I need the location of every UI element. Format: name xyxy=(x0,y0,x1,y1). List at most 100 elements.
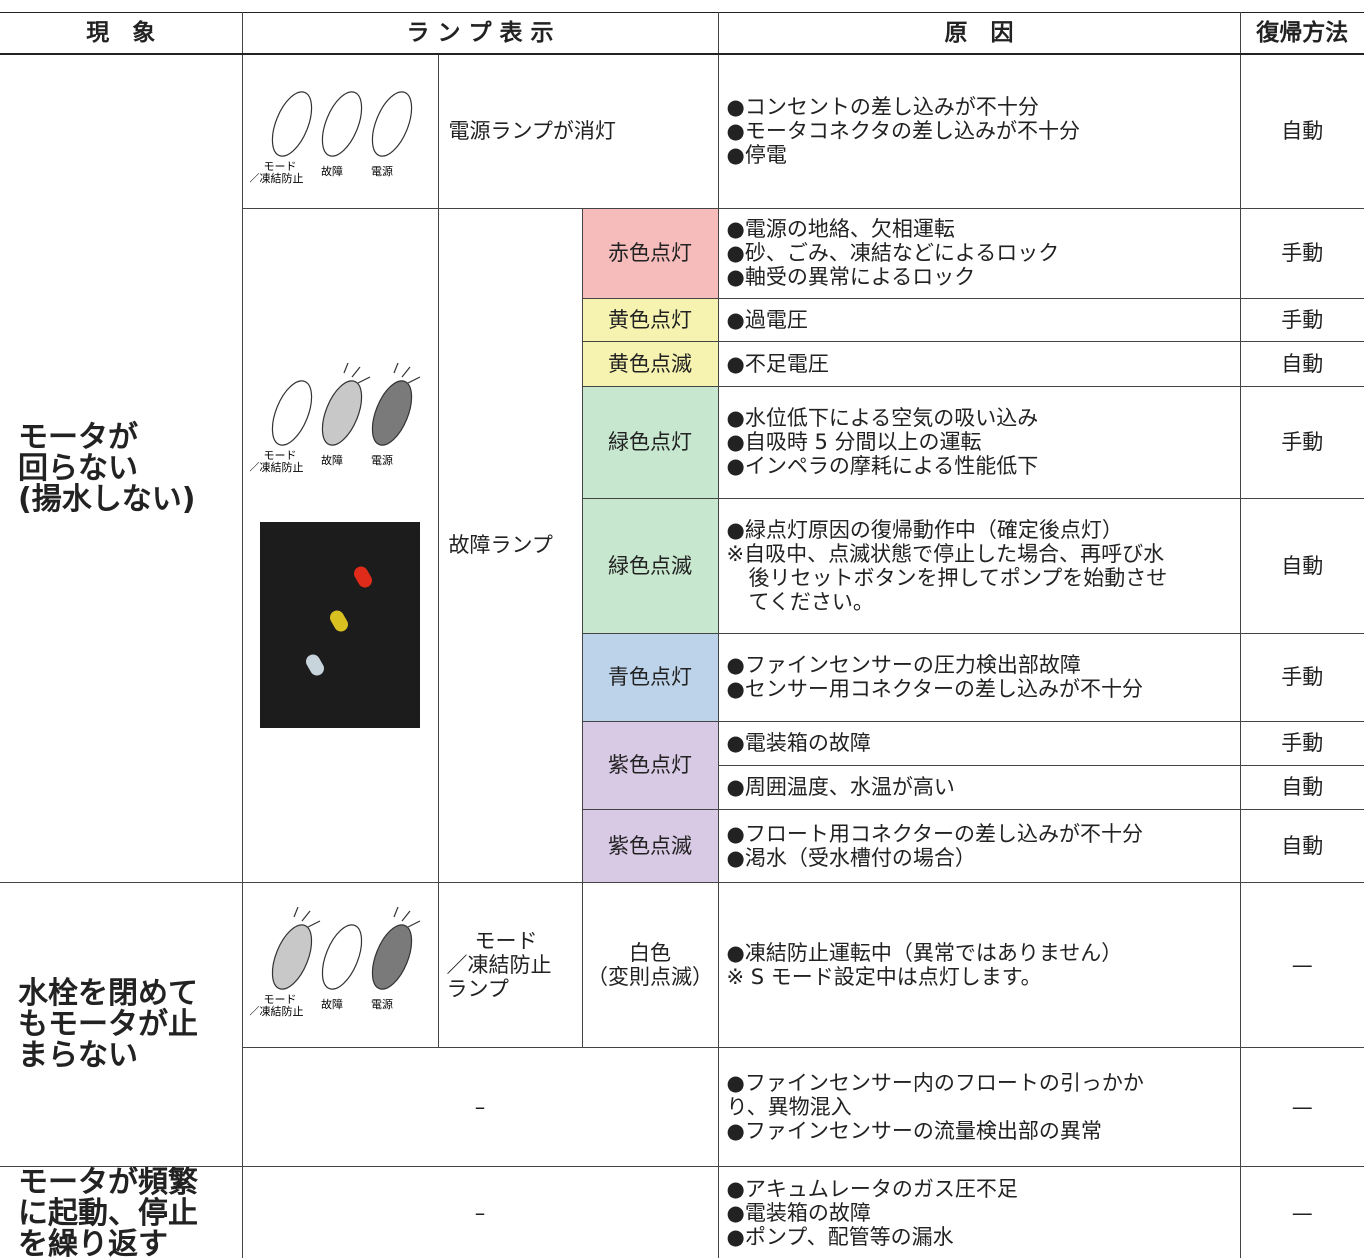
cell-part xyxy=(351,563,375,590)
line: まらない xyxy=(18,1037,138,1073)
lamp xyxy=(371,924,413,990)
symptom: モータが 回らない (揚水しない) xyxy=(0,53,243,883)
lamp-icon: モード ／凍結防止 故障 電源 xyxy=(243,362,438,478)
symptom: モータが頻繁 に起動、停止 を繰り返す xyxy=(0,1165,243,1258)
line: ／凍結防止 xyxy=(446,952,552,977)
line: もモータが止 xyxy=(18,1006,198,1042)
recovery: 手動 xyxy=(1239,297,1364,342)
table-row: – ●ファインセンサー内のフロートの引っかか り、異物混入 ●ファインセンサーの流量… xyxy=(0,1046,1364,1167)
cause: ●不足電圧 xyxy=(717,340,1241,387)
recovery: 自動 xyxy=(1239,497,1364,634)
cell-part xyxy=(327,607,351,634)
lamp xyxy=(321,924,363,990)
table-row: モータが頻繁 に起動、停止 を繰り返す – ●アキュムレータのガス圧不足 ●電装箱の故… xyxy=(0,1165,1364,1258)
table-row: ●周囲温度、水温が高い 自動 xyxy=(0,764,1364,810)
lamp-icon: モード ／凍結防止 故障 電源 xyxy=(243,74,437,189)
line: ●ファインセンサーの圧力検出部故障 xyxy=(726,653,1081,677)
line: に起動、停止 xyxy=(18,1195,198,1231)
lamp-label: 電源 xyxy=(371,164,393,178)
table-row: 紫色点灯 ●電装箱の故障 手動 xyxy=(0,720,1364,810)
table-row: モード ／凍結防止 故障 電源 故障ランプ 赤色点灯 ●電源の地絡、欠相運転 ●砂、ごみ… xyxy=(0,207,1364,883)
lamp xyxy=(371,91,413,157)
line: ●ファインセンサーの流量検出部の異常 xyxy=(726,1118,1102,1143)
cause: ●電源の地絡、欠相運転 ●砂、ごみ、凍結などによるロック ●軸受の異常によるロック xyxy=(717,207,1241,299)
line: ●凍結防止運転中（異常ではありません） xyxy=(726,940,1123,965)
recovery: 手動 xyxy=(1239,385,1364,499)
color: 紫色点滅 xyxy=(582,808,719,883)
cell-part xyxy=(303,651,327,678)
table-row: モータが 回らない (揚水しない) モード ／凍結防止 故障 電源 電源ランプが消灯 ●コ… xyxy=(0,53,1364,883)
lamp xyxy=(271,91,313,157)
ray xyxy=(293,906,299,918)
header: 現 象 xyxy=(0,12,243,55)
lamp-label: 故障 xyxy=(321,997,343,1011)
line: てください。 xyxy=(748,589,874,614)
line: (揚水しない) xyxy=(18,481,196,517)
line: モータが xyxy=(18,419,138,455)
recovery: 手動 xyxy=(1239,632,1364,722)
line: り、異物混入 xyxy=(726,1094,852,1119)
symptom: 水栓を閉めて もモータが止 まらない xyxy=(0,881,243,1167)
lamp-icon: モード ／凍結防止 故障 電源 xyxy=(243,906,437,1022)
color: 赤色点灯 xyxy=(581,207,719,299)
cause: ●過電圧 xyxy=(717,297,1241,342)
cause: ●アキュムレータのガス圧不足 ●電装箱の故障 ●ポンプ、配管等の漏水 xyxy=(717,1165,1241,1258)
lamp-label: ／凍結防止 xyxy=(250,171,304,184)
ray xyxy=(357,375,371,384)
lamp-label: 故障 xyxy=(321,164,343,178)
ray xyxy=(393,362,399,373)
icon-cell: モード ／凍結防止 故障 電源 xyxy=(241,881,439,1048)
line: ●過電圧 xyxy=(726,307,808,332)
header: ラ ン プ 表 示 xyxy=(241,12,719,55)
line: ●停電 xyxy=(726,143,787,168)
header: 復帰方法 xyxy=(1239,12,1364,55)
lamp-svg: モード／凍結防止 故障 電源 xyxy=(249,906,421,1018)
lamp-label: モード xyxy=(264,160,297,173)
line: ●砂、ごみ、凍結などによるロック xyxy=(726,241,1060,265)
color: 黄色点灯 xyxy=(582,297,719,342)
lamp-svg: モード／凍結防止 故障 電源 xyxy=(249,91,413,185)
lamp: モード ／凍結防止 ランプ xyxy=(437,881,583,1048)
lamp-svg: モード／凍結防止 故障 電源 xyxy=(249,362,421,474)
lamp xyxy=(321,379,363,446)
line: ●ポンプ、配管等の漏水 xyxy=(726,1225,954,1249)
lamp: 故障ランプ xyxy=(437,207,583,883)
cause: ●フロート用コネクターの差し込みが不十分 ●渇水（受水槽付の場合） xyxy=(717,808,1241,883)
cause: ●コンセントの差し込みが不十分 ●モータコネクタの差し込みが不十分 ●停電 xyxy=(717,53,1241,209)
line: 水栓を閉めて xyxy=(18,975,198,1011)
lamp xyxy=(321,91,363,157)
line: ●電装箱の故障 xyxy=(726,1201,871,1225)
ray xyxy=(407,920,421,928)
line: ●フロート用コネクターの差し込みが不十分 xyxy=(726,821,1143,846)
lamp xyxy=(371,379,413,446)
cause: ●ファインセンサーの圧力検出部故障 ●センサー用コネクターの差し込みが不十分 xyxy=(717,632,1241,722)
color: 緑色点滅 xyxy=(582,497,719,634)
recovery: 自動 xyxy=(1239,764,1364,810)
line: モータが頻繁 xyxy=(18,1166,198,1200)
lamp-label: ／凍結防止 xyxy=(250,460,304,473)
table-row: 黄色点灯 ●過電圧 手動 xyxy=(0,297,1364,342)
lamp-label: 電源 xyxy=(371,997,393,1011)
table-row: 水栓を閉めて もモータが止 まらない モード ／凍結防止 故障 電源 モード ／凍結防止 ラン… xyxy=(0,881,1364,1167)
recovery: 自動 xyxy=(1239,53,1364,209)
lamp-label: 電源 xyxy=(371,453,393,467)
cause: ●周囲温度、水温が高い xyxy=(718,764,1241,810)
line: ●電装箱の故障 xyxy=(726,731,871,755)
color: 黄色点滅 xyxy=(582,340,719,387)
color: 緑色点灯 xyxy=(582,385,719,499)
line: ●渇水（受水槽付の場合） xyxy=(726,845,976,870)
lamp-label: モード xyxy=(264,449,297,462)
line: を繰り返す xyxy=(18,1226,168,1258)
table-row: 現 象 ラ ン プ 表 示 原 因 復帰方法 xyxy=(0,12,1364,55)
line: 後リセットボタンを押してポンプを始動させ xyxy=(748,565,1168,590)
line: ●周囲温度、水温が高い xyxy=(726,775,955,799)
table-row: 紫色点滅 ●フロート用コネクターの差し込みが不十分 ●渇水（受水槽付の場合） 自動 xyxy=(0,808,1364,883)
ray xyxy=(401,366,411,377)
line: 回らない xyxy=(18,450,138,486)
line: ●電源の地絡、欠相運転 xyxy=(726,217,955,241)
line: （変則点滅） xyxy=(587,964,713,989)
cause: ●水位低下による空気の吸い込み ●自吸時 5 分間以上の運転 ●インペラの摩耗による… xyxy=(717,385,1241,499)
line: ※ S モード設定中は点灯します。 xyxy=(726,964,1042,989)
color: 白色 （変則点滅） xyxy=(581,881,719,1048)
recovery: — xyxy=(1239,1046,1364,1167)
